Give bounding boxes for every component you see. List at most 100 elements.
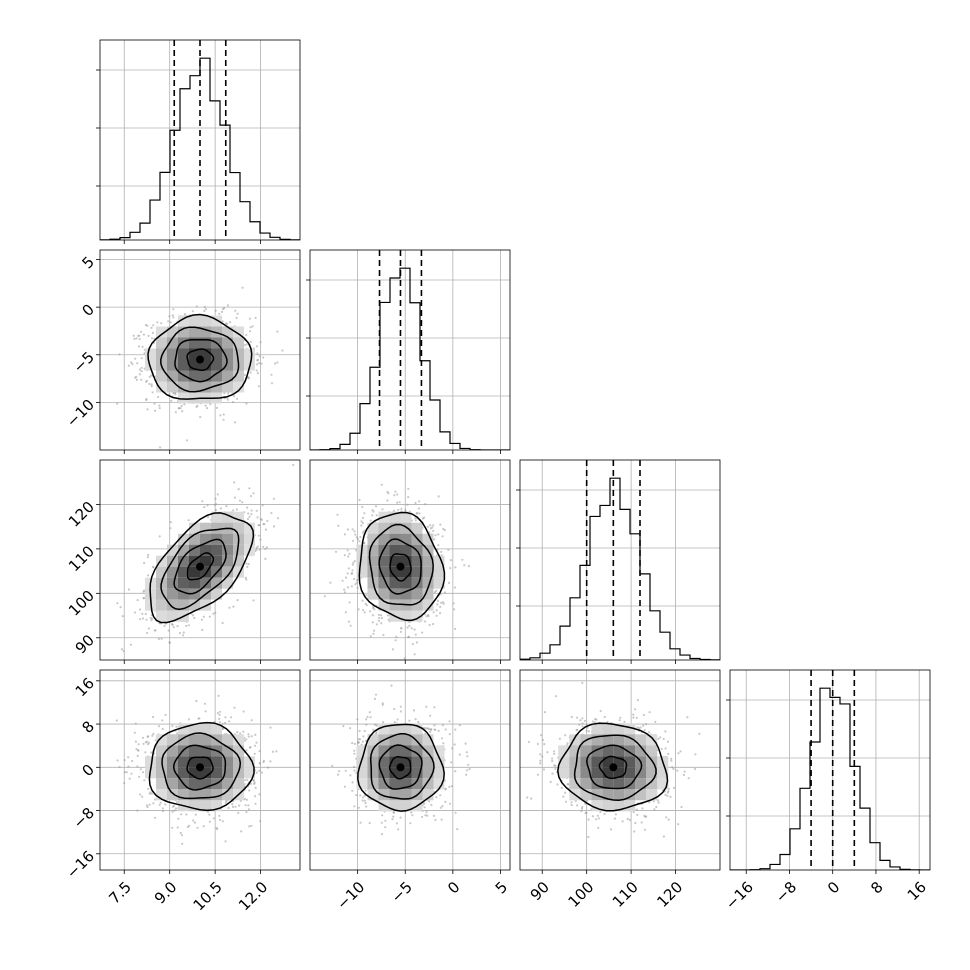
y-tick-label: 0 bbox=[79, 761, 98, 780]
scatter-point bbox=[580, 807, 584, 810]
scatter-point bbox=[140, 330, 143, 333]
scatter-point bbox=[244, 804, 247, 807]
scatter-point bbox=[140, 366, 143, 369]
scatter-point bbox=[260, 518, 263, 522]
scatter-point bbox=[179, 831, 182, 835]
scatter-point bbox=[448, 802, 452, 805]
scatter-point bbox=[551, 772, 554, 775]
scatter-point bbox=[146, 324, 149, 327]
scatter-point bbox=[363, 541, 366, 545]
scatter-point bbox=[628, 818, 631, 822]
contours bbox=[358, 511, 446, 622]
scatter-point bbox=[578, 723, 581, 726]
density-cell bbox=[591, 756, 603, 768]
scatter-point bbox=[136, 765, 139, 768]
scatter-point bbox=[372, 510, 375, 513]
scatter-point bbox=[586, 726, 589, 729]
scatter-point bbox=[596, 814, 599, 817]
scatter-point bbox=[159, 446, 162, 449]
scatter-point bbox=[361, 522, 364, 525]
scatter-point bbox=[352, 539, 355, 542]
scatter-point bbox=[169, 527, 172, 530]
panel-frame bbox=[99, 39, 301, 241]
scatter-point bbox=[429, 524, 432, 527]
scatter-point bbox=[360, 520, 363, 523]
density-cell bbox=[400, 566, 412, 578]
scatter-point bbox=[439, 612, 442, 615]
scatter-point bbox=[144, 612, 147, 616]
scatter-point bbox=[174, 392, 177, 395]
scatter-point bbox=[403, 657, 406, 660]
density-cell bbox=[646, 767, 658, 779]
scatter-point bbox=[256, 352, 259, 355]
scatter-point bbox=[564, 791, 567, 794]
density-cell bbox=[422, 789, 434, 801]
scatter-point bbox=[246, 506, 249, 509]
density-cell bbox=[624, 756, 636, 768]
scatter-point bbox=[137, 749, 140, 752]
scatter-point bbox=[193, 821, 197, 824]
scatter-point bbox=[116, 759, 119, 762]
density-cell bbox=[200, 577, 211, 589]
scatter-point bbox=[698, 732, 701, 736]
scatter-point bbox=[393, 509, 396, 512]
scatter-point bbox=[365, 718, 368, 721]
density-cell bbox=[389, 789, 401, 801]
density-cell bbox=[189, 522, 200, 534]
contour-level-0 bbox=[186, 756, 214, 780]
scatter-point bbox=[374, 732, 378, 735]
density-cell bbox=[178, 555, 189, 567]
scatter-point bbox=[249, 371, 252, 374]
x-tick-label: −16 bbox=[722, 878, 757, 913]
scatter-point bbox=[361, 531, 364, 534]
scatter-point bbox=[233, 481, 236, 484]
scatter-point bbox=[172, 316, 175, 319]
scatter-point bbox=[393, 707, 396, 711]
contour-level-3 bbox=[557, 722, 669, 812]
density-cell bbox=[156, 381, 167, 393]
scatter-point bbox=[123, 782, 126, 785]
scatter-point bbox=[150, 619, 153, 622]
scatter-point bbox=[178, 632, 182, 635]
scatter-point bbox=[435, 796, 438, 799]
scatter-point bbox=[539, 759, 542, 762]
scatter-point bbox=[591, 815, 595, 818]
scatter-point bbox=[369, 610, 372, 613]
scatter-point bbox=[657, 801, 660, 804]
scatter-point bbox=[430, 803, 433, 807]
density-cell bbox=[389, 800, 401, 812]
density-cell bbox=[178, 533, 189, 545]
scatter-point bbox=[427, 613, 430, 617]
density-cell bbox=[356, 756, 368, 768]
density-cell bbox=[189, 533, 200, 545]
contour-level-3 bbox=[147, 313, 253, 400]
density-cell bbox=[389, 522, 401, 534]
scatter-point bbox=[541, 738, 545, 742]
density-cell bbox=[591, 800, 603, 812]
scatter-point bbox=[141, 617, 145, 620]
scatter-point bbox=[467, 565, 470, 568]
scatter-point bbox=[116, 602, 119, 605]
scatter-point bbox=[581, 725, 584, 728]
panel-frame bbox=[99, 459, 301, 661]
scatter-point bbox=[158, 407, 161, 410]
density-cell bbox=[356, 745, 368, 757]
scatter-point bbox=[585, 723, 588, 726]
scatter-point bbox=[687, 777, 690, 780]
scatter-point bbox=[400, 507, 403, 510]
x-tick-label: 90 bbox=[527, 878, 553, 904]
density-cell bbox=[156, 555, 167, 567]
density-cell bbox=[211, 544, 222, 556]
density-cell bbox=[222, 789, 233, 801]
scatter-point bbox=[393, 494, 396, 497]
density-cell bbox=[145, 756, 156, 768]
scatter-point bbox=[693, 767, 697, 771]
scatter-point bbox=[585, 729, 588, 732]
scatter-point bbox=[175, 800, 179, 804]
scatter-point bbox=[390, 684, 393, 687]
scatter-point bbox=[147, 787, 150, 791]
scatter-point bbox=[256, 545, 259, 548]
density-cell bbox=[433, 577, 445, 589]
scatter-point bbox=[677, 752, 680, 755]
density-cell bbox=[244, 348, 255, 360]
